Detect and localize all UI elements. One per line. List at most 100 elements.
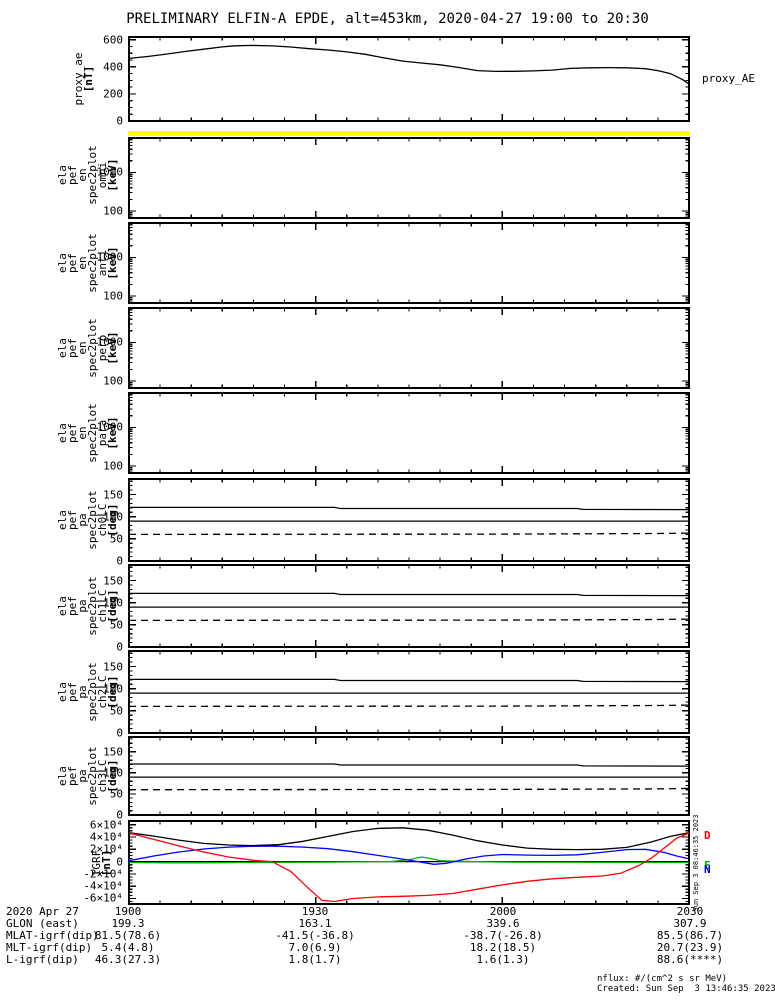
- panel-energy-spec-anti: ela pef en spec2plot anti [keV] 100 1000: [56, 222, 690, 304]
- y-tick-label: 100: [103, 204, 123, 218]
- pa_ch2-plot: [128, 650, 690, 734]
- y-tick-label: 0: [116, 554, 123, 568]
- y-tick-label: -4×10⁴: [83, 879, 123, 893]
- y-tick-label: 1000: [96, 250, 124, 264]
- y-tick-label: 100: [103, 374, 123, 388]
- table-cell: 2000: [489, 905, 517, 918]
- y-tick-label: 0: [116, 114, 123, 128]
- panel-pitch-angle-ch1: ela pef pa spec2plot ch1LC [deg] 0 50 100 15…: [56, 564, 690, 653]
- y-tick-label: 1000: [96, 420, 124, 434]
- y-tick-label: 600: [103, 33, 123, 47]
- panel-energy-spec-perp: ela pef en spec2plot perp [keV] 100 1000: [56, 307, 690, 389]
- table-cell: 7.0(6.9): [288, 941, 342, 954]
- table-cell: 1900: [114, 905, 142, 918]
- y-tick-label: 6×10⁴: [89, 818, 123, 832]
- table-row-label: MLAT-igrf(dip): [6, 929, 99, 942]
- series-loss-cone: [128, 532, 690, 536]
- y-tick-label: 150: [103, 574, 123, 587]
- panel-energy-spec-omni: ela pef en spec2plot omni [keV] 100 1000: [56, 131, 690, 219]
- footer-annotations: nflux: #/(cm^2 s sr MeV) Created: Sun Se…: [597, 974, 775, 994]
- creation-timestamp-vertical: Sun Sep 3 08:46:35 2023: [692, 814, 700, 911]
- table-cell: 18.2(18.5): [469, 941, 537, 954]
- y-tick-label: 0: [116, 808, 123, 822]
- y-tick-label: 100: [103, 766, 123, 780]
- table-cell: 46.3(27.3): [94, 953, 162, 966]
- y-tick-label: 100: [103, 682, 123, 696]
- table-cell: -38.7(-26.8): [463, 929, 543, 942]
- series-anti-loss-cone: [129, 592, 690, 597]
- created-note: Created: Sun Sep 3 13:46:35 2023: [597, 984, 775, 994]
- y-tick-label: 4×10⁴: [89, 830, 123, 844]
- series-anti-loss-cone: [129, 763, 690, 767]
- table-cell: 163.1: [298, 917, 332, 930]
- y-tick-label: 0: [116, 640, 123, 654]
- table-cell: 199.3: [111, 917, 145, 930]
- data-quality-bar: [128, 131, 690, 136]
- y-tick-label: 1000: [96, 165, 124, 179]
- series-loss-cone: [128, 618, 690, 622]
- table-row-label: 2020 Apr 27: [6, 905, 79, 918]
- table-cell: 88.6(****): [656, 953, 724, 966]
- panel-energy-spec-para: ela pef en spec2plot para [keV] 100 1000: [56, 392, 690, 474]
- y-tick-label: 50: [109, 618, 123, 632]
- table-cell: 1.6(1.3): [476, 953, 530, 966]
- series-anti-loss-cone: [129, 678, 690, 683]
- table-cell: 5.4(4.8): [101, 941, 155, 954]
- table-cell: 20.7(23.9): [656, 941, 724, 954]
- en_perp-plot: [128, 307, 690, 389]
- igrf-plot: [128, 820, 690, 905]
- y-tick-label: 150: [103, 745, 123, 759]
- y-tick-label: 100: [103, 459, 123, 473]
- table-cell: 85.5(86.7): [656, 929, 724, 942]
- series-N-north: [128, 845, 690, 865]
- series-label-proxy-ae: proxy_AE: [702, 72, 755, 86]
- en_anti-plot: [128, 222, 690, 304]
- pa_ch0-plot: [128, 478, 690, 562]
- y-tick-label: 150: [103, 488, 123, 501]
- y-tick-label: 200: [103, 87, 123, 101]
- y-tick-label: 50: [109, 787, 123, 801]
- y-tick-label: -2×10⁴: [83, 867, 123, 881]
- table-cell: 339.6: [486, 917, 520, 930]
- table-cell: 307.9: [673, 917, 707, 930]
- panel-pitch-angle-ch0: ela pef pa spec2plot ch0LC [deg] 0 50 100 15…: [56, 478, 690, 567]
- proxy_ae-plot: [128, 36, 690, 122]
- y-tick-label: 0: [116, 855, 123, 869]
- series-proxy_AE: [128, 44, 690, 85]
- table-cell: -41.5(-36.8): [275, 929, 355, 942]
- table-row-label: MLT-igrf(dip): [6, 941, 93, 954]
- table-cell: 1.8(1.7): [288, 953, 342, 966]
- y-tick-label: 400: [103, 60, 123, 74]
- legend-letter-d: D: [704, 828, 711, 842]
- pa_ch3-plot: [128, 736, 690, 816]
- legend-letter-e: E: [704, 859, 711, 873]
- y-tick-label: 0: [116, 726, 123, 740]
- table-row-label: L-igrf(dip): [6, 953, 79, 966]
- y-axis-label: proxy_ae [nT]: [72, 52, 95, 106]
- table-cell: 81.5(78.6): [94, 929, 162, 942]
- y-tick-label: 150: [103, 660, 123, 673]
- pa_ch1-plot: [128, 564, 690, 648]
- series-anti-loss-cone: [129, 506, 690, 511]
- table-cell: 2030: [676, 905, 704, 918]
- y-tick-label: 50: [109, 532, 123, 546]
- y-tick-label: -6×10⁴: [83, 891, 123, 905]
- legend-letter-n: N: [704, 863, 711, 877]
- series-B-total: [128, 827, 690, 851]
- panel-proxy-ae: proxy_ae [nT] proxy_AE 0 200 400 600: [72, 34, 755, 126]
- panel-pitch-angle-ch2: ela pef pa spec2plot ch2LC [deg] 0 50 100 15…: [56, 650, 690, 739]
- series-loss-cone: [128, 704, 690, 708]
- en_para-plot: [128, 392, 690, 474]
- table-row-label: GLON (east): [6, 917, 79, 930]
- table-cell: 1930: [301, 905, 329, 918]
- y-tick-label: 2×10⁴: [89, 842, 123, 856]
- series-loss-cone: [128, 787, 690, 791]
- series-E-east: [128, 856, 689, 864]
- panel-pitch-angle-ch3: ela pef pa spec2plot ch3LC [deg] 0 50 100 15…: [56, 736, 690, 821]
- en_omni-plot: [128, 131, 690, 219]
- series-D-down: [128, 832, 690, 903]
- y-tick-label: 100: [103, 596, 123, 610]
- y-tick-label: 100: [103, 289, 123, 303]
- y-tick-label: 50: [109, 704, 123, 718]
